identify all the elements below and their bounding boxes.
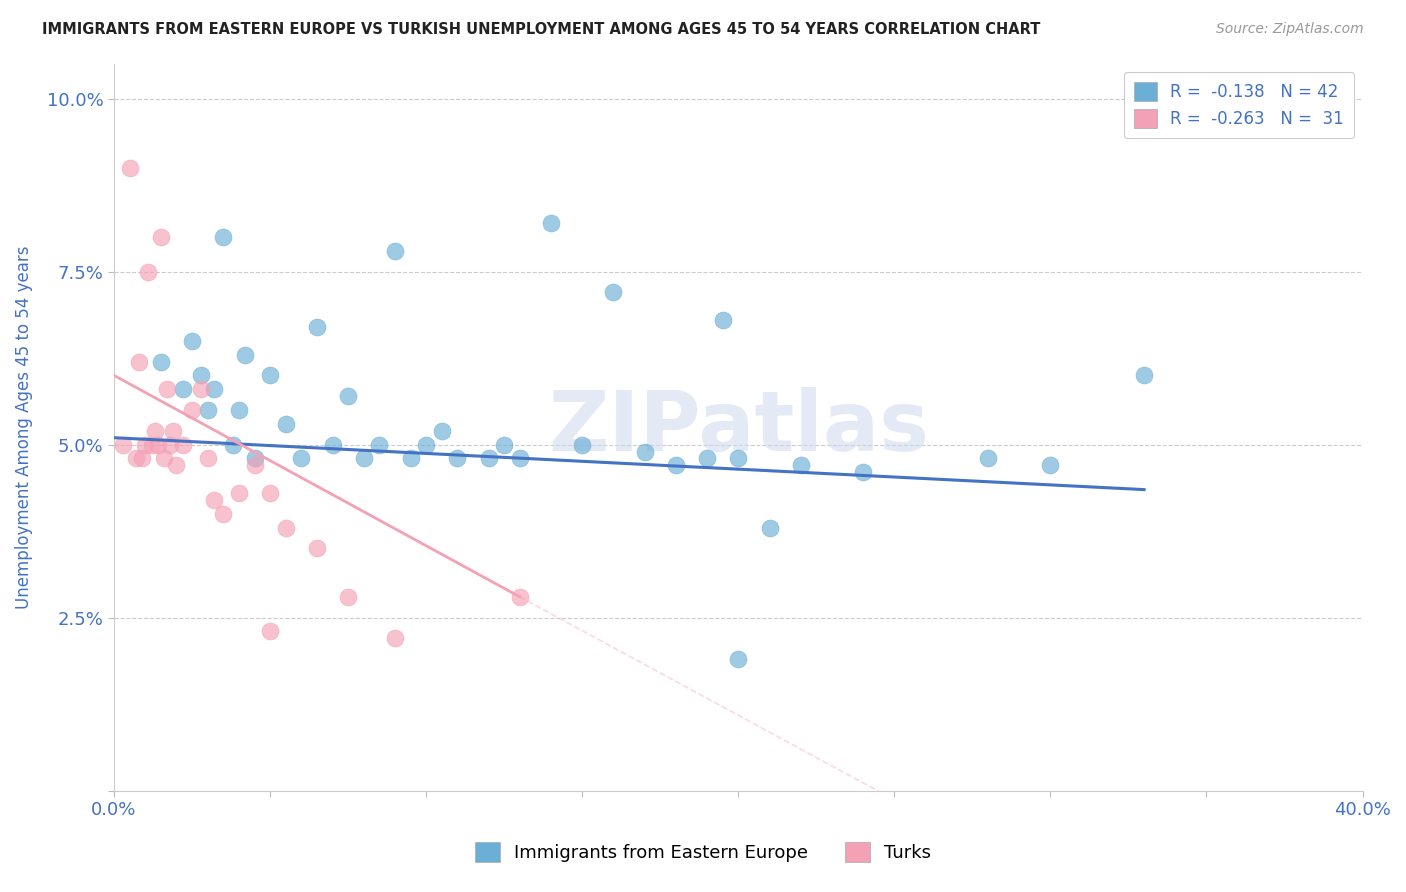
Point: [509, 590, 531, 604]
Point: [149, 354, 172, 368]
Point: [977, 451, 1000, 466]
Point: [446, 451, 468, 466]
Point: [125, 451, 148, 466]
Point: [190, 368, 212, 383]
Point: [143, 424, 166, 438]
Point: [202, 382, 225, 396]
Point: [305, 541, 328, 556]
Point: [711, 313, 734, 327]
Point: [172, 382, 194, 396]
Point: [322, 437, 344, 451]
Point: [758, 521, 780, 535]
Point: [233, 348, 256, 362]
Point: [228, 486, 250, 500]
Point: [353, 451, 375, 466]
Point: [134, 437, 156, 451]
Point: [128, 354, 150, 368]
Legend: Immigrants from Eastern Europe, Turks: Immigrants from Eastern Europe, Turks: [468, 835, 938, 870]
Text: ZIPatlas: ZIPatlas: [548, 387, 929, 467]
Point: [228, 403, 250, 417]
Point: [852, 465, 875, 479]
Point: [1039, 458, 1062, 473]
Point: [602, 285, 624, 300]
Point: [274, 417, 297, 431]
Point: [430, 424, 453, 438]
Point: [259, 624, 281, 639]
Point: [305, 320, 328, 334]
Point: [696, 451, 718, 466]
Point: [162, 424, 184, 438]
Point: [212, 507, 235, 521]
Point: [415, 437, 437, 451]
Point: [274, 521, 297, 535]
Point: [138, 265, 160, 279]
Point: [112, 437, 135, 451]
Point: [202, 493, 225, 508]
Point: [149, 230, 172, 244]
Point: [181, 403, 204, 417]
Point: [166, 458, 188, 473]
Point: [153, 451, 176, 466]
Point: [259, 368, 281, 383]
Point: [540, 216, 562, 230]
Point: [118, 161, 141, 175]
Point: [571, 437, 593, 451]
Point: [790, 458, 813, 473]
Point: [384, 244, 406, 258]
Point: [159, 437, 181, 451]
Point: [337, 590, 360, 604]
Point: [494, 437, 516, 451]
Point: [212, 230, 235, 244]
Point: [478, 451, 501, 466]
Point: [727, 652, 749, 666]
Point: [181, 334, 204, 348]
Legend: R =  -0.138   N = 42, R =  -0.263   N =  31: R = -0.138 N = 42, R = -0.263 N = 31: [1123, 72, 1354, 138]
Point: [243, 458, 266, 473]
Y-axis label: Unemployment Among Ages 45 to 54 years: Unemployment Among Ages 45 to 54 years: [15, 245, 32, 609]
Point: [727, 451, 749, 466]
Point: [243, 451, 266, 466]
Point: [290, 451, 312, 466]
Point: [156, 382, 179, 396]
Point: [197, 451, 219, 466]
Point: [634, 444, 657, 458]
Point: [509, 451, 531, 466]
Point: [1133, 368, 1156, 383]
Point: [141, 437, 163, 451]
Text: IMMIGRANTS FROM EASTERN EUROPE VS TURKISH UNEMPLOYMENT AMONG AGES 45 TO 54 YEARS: IMMIGRANTS FROM EASTERN EUROPE VS TURKIS…: [42, 22, 1040, 37]
Point: [259, 486, 281, 500]
Point: [221, 437, 243, 451]
Point: [172, 437, 194, 451]
Text: Source: ZipAtlas.com: Source: ZipAtlas.com: [1216, 22, 1364, 37]
Point: [368, 437, 391, 451]
Point: [197, 403, 219, 417]
Point: [337, 389, 360, 403]
Point: [384, 632, 406, 646]
Point: [665, 458, 688, 473]
Point: [131, 451, 153, 466]
Point: [399, 451, 422, 466]
Point: [190, 382, 212, 396]
Point: [146, 437, 169, 451]
